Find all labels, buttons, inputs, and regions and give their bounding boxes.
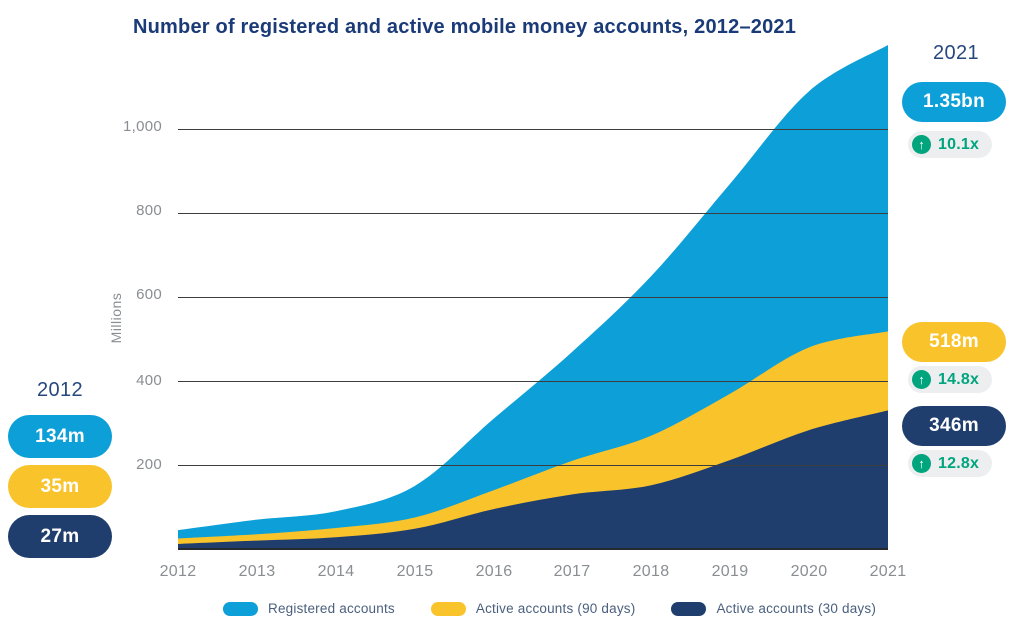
legend-swatch-registered bbox=[223, 601, 258, 616]
x-tick-2017: 2017 bbox=[553, 563, 591, 580]
legend-item-active90: Active accounts (90 days) bbox=[430, 601, 636, 616]
x-tick-2014: 2014 bbox=[317, 563, 355, 580]
callout-value: 134m bbox=[35, 425, 85, 447]
callout-value: 346m bbox=[929, 415, 979, 436]
callout-value: 518m bbox=[929, 331, 979, 352]
x-tick-2016: 2016 bbox=[475, 563, 513, 580]
legend-swatch-active90 bbox=[430, 601, 466, 616]
growth-up-icon: ↑ bbox=[912, 135, 931, 154]
y-tick-1000: 1,000 bbox=[122, 118, 162, 135]
legend-item-registered: Registered accounts bbox=[223, 601, 395, 616]
callout-pill-active30-2012: 27m bbox=[8, 515, 112, 558]
callout-pill-registered-2021: 1.35bn bbox=[902, 82, 1006, 122]
y-tick-800: 800 bbox=[136, 202, 162, 219]
callout-year-2012: 2012 bbox=[36, 379, 84, 401]
growth-badge-active90: ↑ 14.8x bbox=[908, 366, 993, 393]
callout-value: 35m bbox=[40, 475, 80, 497]
growth-badge-registered: ↑ 10.1x bbox=[908, 131, 993, 158]
growth-multiplier: 14.8x bbox=[938, 370, 980, 388]
x-tick-2015: 2015 bbox=[396, 563, 434, 580]
y-tick-200: 200 bbox=[136, 456, 162, 473]
callout-pill-registered-2012: 134m bbox=[8, 415, 112, 458]
legend: Registered accounts Active accounts (90 … bbox=[223, 601, 876, 616]
callout-value: 1.35bn bbox=[923, 91, 985, 112]
y-tick-400: 400 bbox=[136, 372, 162, 389]
growth-badge-active30: ↑ 12.8x bbox=[908, 450, 993, 477]
growth-multiplier: 10.1x bbox=[938, 135, 980, 153]
legend-swatch-active30 bbox=[671, 601, 707, 616]
up-arrow-icon: ↑ bbox=[918, 372, 925, 387]
area-series-2 bbox=[178, 410, 888, 549]
legend-label: Active accounts (90 days) bbox=[475, 601, 636, 616]
legend-label: Active accounts (30 days) bbox=[716, 601, 877, 616]
legend-item-active30: Active accounts (30 days) bbox=[671, 601, 876, 616]
callout-pill-active90-2021: 518m bbox=[902, 322, 1006, 362]
x-tick-2013: 2013 bbox=[238, 563, 276, 580]
legend-label: Registered accounts bbox=[268, 601, 395, 616]
up-arrow-icon: ↑ bbox=[918, 456, 925, 471]
growth-multiplier: 12.8x bbox=[938, 454, 980, 472]
callout-value: 27m bbox=[40, 525, 80, 547]
growth-up-icon: ↑ bbox=[912, 454, 931, 473]
chart-title: Number of registered and active mobile m… bbox=[133, 16, 797, 38]
x-tick-2021: 2021 bbox=[869, 563, 907, 580]
x-tick-2018: 2018 bbox=[632, 563, 670, 580]
callout-pill-active90-2012: 35m bbox=[8, 465, 112, 508]
growth-up-icon: ↑ bbox=[912, 370, 931, 389]
x-tick-2012: 2012 bbox=[159, 563, 197, 580]
y-tick-600: 600 bbox=[136, 286, 162, 303]
x-tick-2019: 2019 bbox=[711, 563, 749, 580]
callout-pill-active30-2021: 346m bbox=[902, 406, 1006, 446]
up-arrow-icon: ↑ bbox=[918, 137, 925, 152]
x-tick-2020: 2020 bbox=[790, 563, 828, 580]
callout-year-2021: 2021 bbox=[932, 42, 980, 64]
